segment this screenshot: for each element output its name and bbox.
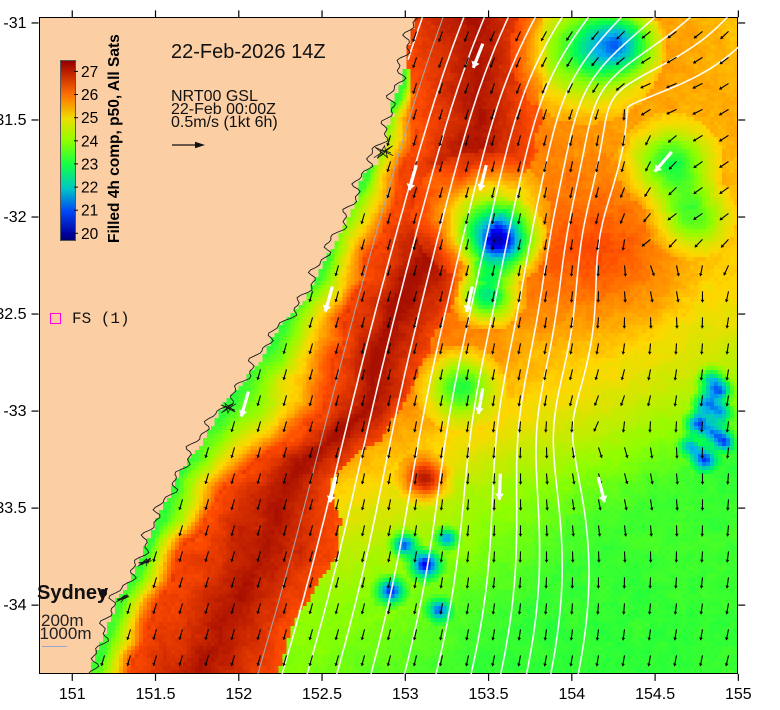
svg-text:153.5: 153.5	[469, 686, 509, 703]
svg-text:155: 155	[725, 686, 752, 703]
svg-text:152.5: 152.5	[302, 686, 342, 703]
svg-text:154.5: 154.5	[635, 686, 675, 703]
svg-text:-33.5: -33.5	[0, 500, 27, 517]
svg-text:151: 151	[59, 686, 86, 703]
svg-text:152: 152	[225, 686, 252, 703]
svg-text:-33: -33	[3, 403, 26, 420]
svg-text:-31.5: -31.5	[0, 112, 27, 129]
svg-text:-32: -32	[3, 209, 26, 226]
svg-text:-32.5: -32.5	[0, 306, 27, 323]
svg-text:-31: -31	[3, 15, 26, 32]
svg-text:154: 154	[558, 686, 585, 703]
svg-text:151.5: 151.5	[135, 686, 175, 703]
svg-text:-34: -34	[3, 597, 26, 614]
svg-text:153: 153	[392, 686, 419, 703]
